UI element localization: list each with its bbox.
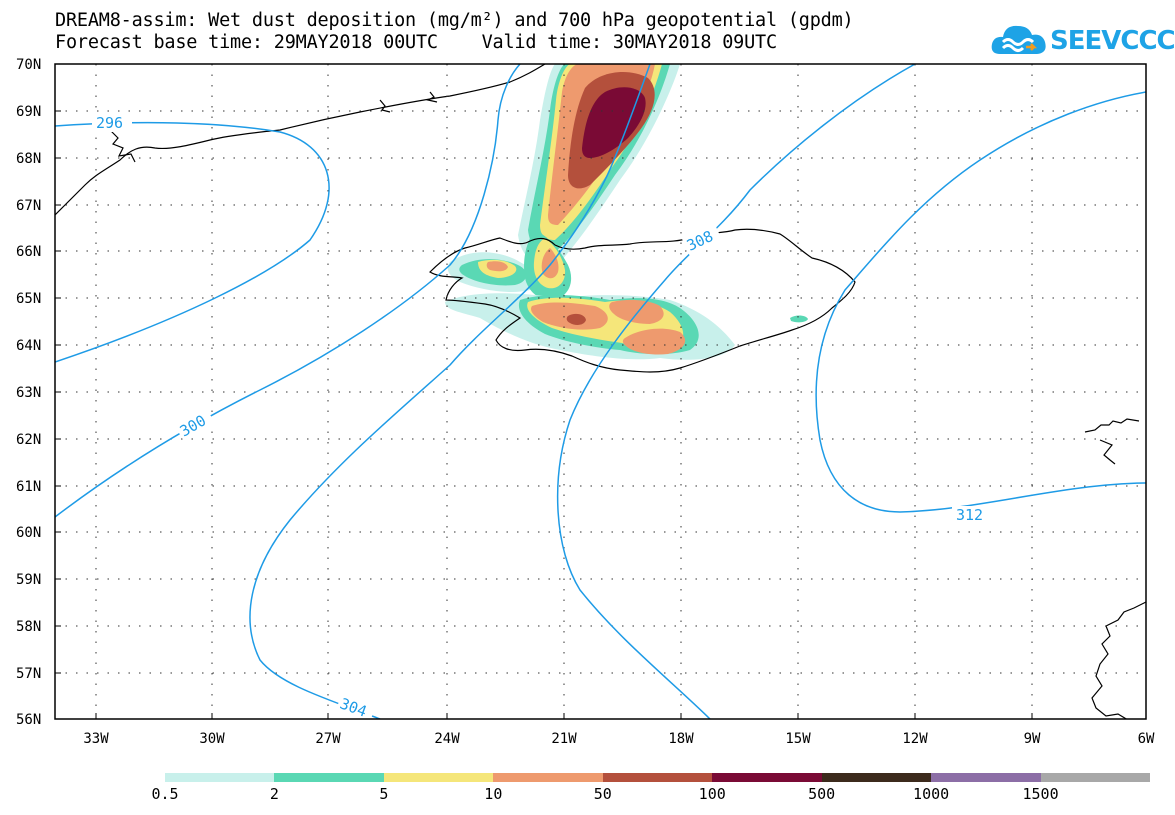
longitude-labels: 33W 30W 27W 24W 21W 18W 15W 12W 9W 6W [83, 731, 1155, 747]
legend-label: 500 [808, 785, 836, 803]
lat-label: 65N [16, 291, 41, 307]
legend-label: 50 [593, 785, 612, 803]
map-title-line-1: DREAM8-assim: Wet dust deposition (mg/m²… [55, 10, 854, 31]
contour-label-312: 312 [956, 506, 983, 524]
coastlines [55, 64, 1146, 719]
contour-312 [815, 91, 1146, 513]
legend-label: 2 [269, 785, 279, 803]
contour-296 [55, 121, 330, 363]
dust-south-10c [622, 328, 686, 355]
norway-coast-south [1091, 601, 1146, 719]
greenland-coast-detail [109, 91, 438, 163]
lat-label: 68N [16, 151, 41, 167]
legend-swatch [712, 773, 822, 782]
legend-swatch [274, 773, 384, 782]
lat-label: 59N [16, 572, 41, 588]
lon-label: 6W [1138, 731, 1155, 747]
dust-west-patch-10 [486, 261, 508, 272]
map-title-line-2: Forecast base time: 29MAY2018 00UTC Vali… [55, 32, 777, 53]
lat-label: 64N [16, 338, 41, 354]
legend-swatch [931, 773, 1041, 782]
lat-label: 62N [16, 432, 41, 448]
legend-label: 100 [698, 785, 726, 803]
lat-label: 56N [16, 712, 41, 728]
color-legend-bar [165, 773, 1150, 782]
lon-label: 12W [902, 731, 928, 747]
lon-label: 30W [199, 731, 225, 747]
cloud-logo-icon [991, 25, 1046, 54]
contour-308 [556, 64, 916, 719]
latitude-labels: 70N 69N 68N 67N 66N 65N 64N 63N 62N 61N … [16, 57, 41, 728]
lon-label: 21W [551, 731, 577, 747]
lon-label: 24W [434, 731, 460, 747]
lat-label: 61N [16, 479, 41, 495]
lon-label: 33W [83, 731, 109, 747]
lon-label: 27W [315, 731, 341, 747]
seevccc-logo: SEEVCCC [990, 20, 1175, 60]
dust-spot-east [790, 315, 808, 323]
dust-south-10b [609, 299, 664, 324]
contour-label-bg [92, 114, 132, 132]
geopotential-contours [55, 64, 1146, 719]
greenland-coast [55, 64, 546, 216]
contour-304 [249, 64, 651, 719]
dust-deposition-field [445, 64, 808, 360]
dust-plume-north-100 [582, 87, 646, 158]
lat-label: 60N [16, 525, 41, 541]
legend-label: 1500 [1022, 785, 1059, 803]
contour-label-304: 304 [338, 695, 370, 721]
lat-label: 70N [16, 57, 41, 73]
legend-swatch [383, 773, 494, 782]
lat-label: 57N [16, 666, 41, 682]
lon-label: 9W [1024, 731, 1041, 747]
dust-south-50 [566, 313, 586, 325]
contour-300 [55, 64, 521, 518]
lat-label: 67N [16, 198, 41, 214]
logo-text: SEEVCCC [1050, 26, 1175, 56]
legend-swatch [821, 773, 932, 782]
lat-label: 63N [16, 385, 41, 401]
lat-label: 69N [16, 104, 41, 120]
lon-label: 15W [785, 731, 811, 747]
legend-swatch [1040, 773, 1150, 782]
legend-label: 10 [484, 785, 503, 803]
contour-label-296: 296 [96, 114, 123, 132]
norway-coast-north [1084, 418, 1140, 465]
axis-ticks [55, 63, 1147, 719]
legend-swatch [493, 773, 603, 782]
lat-label: 58N [16, 619, 41, 635]
legend-swatch [602, 773, 713, 782]
legend-label: 1000 [913, 785, 950, 803]
legend-label: 5 [379, 785, 389, 803]
iceland-coast [429, 228, 856, 373]
legend-swatch [165, 773, 275, 782]
lat-label: 66N [16, 244, 41, 260]
legend-label: 0.5 [151, 785, 179, 803]
lon-label: 18W [668, 731, 694, 747]
